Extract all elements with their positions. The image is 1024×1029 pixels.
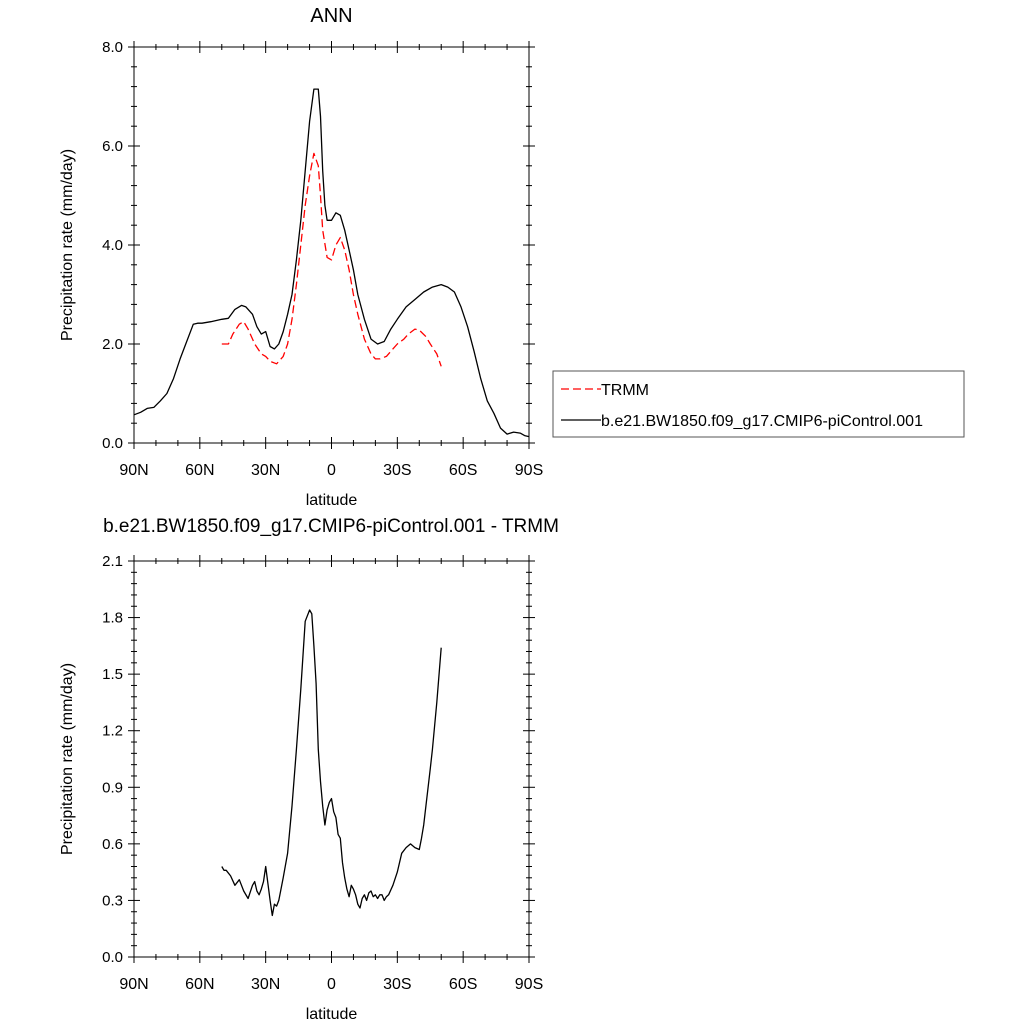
x-axis-label: latitude: [306, 1006, 358, 1023]
y-tick-label: 2.0: [102, 336, 123, 353]
series-line-model: [133, 88, 530, 438]
y-tick-label: 6.0: [102, 138, 123, 155]
x-tick-label: 60S: [449, 976, 477, 993]
y-tick-label: 1.5: [102, 666, 123, 683]
x-tick-label: 30S: [383, 976, 411, 993]
chart-panel-1: ANN 0.0 2.0 4.0 6.0 8.0 90N 60N 30N 0 30S 60S 90S lat…: [59, 5, 965, 509]
x-axis-label: latitude: [306, 492, 358, 509]
x-tick-label: 60S: [449, 462, 477, 479]
plot-frame: [133, 560, 530, 958]
y-axis-label: Precipitation rate (mm/day): [59, 149, 76, 341]
legend-label: b.e21.BW1850.f09_g17.CMIP6-piControl.001: [601, 413, 923, 430]
y-tick-label: 1.8: [102, 610, 123, 627]
y-tick-label: 0.0: [102, 949, 123, 966]
y-tick-label: 8.0: [102, 39, 123, 56]
x-tick-label: 90S: [515, 976, 543, 993]
y-tick-label: 0.6: [102, 836, 123, 853]
y-tick-label: 4.0: [102, 237, 123, 254]
chart-panel-2: b.e21.BW1850.f09_g17.CMIP6-piControl.001…: [59, 516, 559, 1023]
legend: TRMM b.e21.BW1850.f09_g17.CMIP6-piControl…: [552, 370, 965, 438]
legend-box: [552, 370, 965, 438]
x-tick-label: 90N: [119, 976, 148, 993]
chart-title: ANN: [310, 5, 352, 27]
x-tick-label: 0: [327, 462, 336, 479]
x-tick-label: 30N: [251, 976, 280, 993]
chart-title: b.e21.BW1850.f09_g17.CMIP6-piControl.001…: [103, 516, 559, 537]
x-tick-label: 90N: [119, 462, 148, 479]
series-line-model: [221, 609, 442, 917]
y-tick-label: 0.9: [102, 779, 123, 796]
series-line-trmm: [221, 152, 442, 367]
legend-label: TRMM: [601, 382, 649, 399]
y-axis-label: Precipitation rate (mm/day): [59, 663, 76, 855]
y-tick-label: 0.0: [102, 435, 123, 452]
x-tick-label: 60N: [185, 976, 214, 993]
x-tick-label: 30S: [383, 462, 411, 479]
x-tick-label: 90S: [515, 462, 543, 479]
x-tick-label: 30N: [251, 462, 280, 479]
y-tick-label: 1.2: [102, 723, 123, 740]
x-tick-label: 60N: [185, 462, 214, 479]
x-tick-label: 0: [327, 976, 336, 993]
plot-frame: [133, 46, 530, 444]
y-tick-label: 2.1: [102, 553, 123, 570]
y-tick-label: 0.3: [102, 892, 123, 909]
